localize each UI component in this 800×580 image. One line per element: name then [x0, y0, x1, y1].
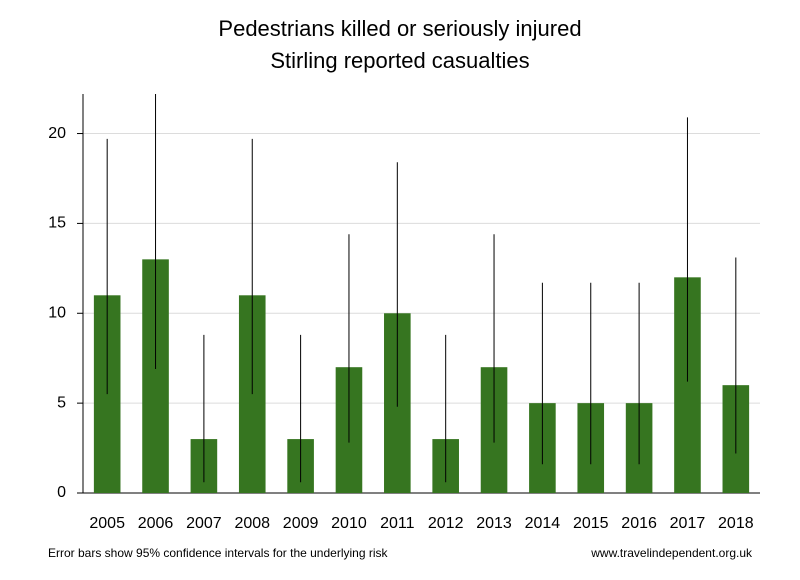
x-tick-label: 2010 — [331, 515, 367, 532]
x-tick-label: 2014 — [525, 515, 561, 532]
y-tick-label: 10 — [48, 304, 66, 321]
error-bars — [106, 94, 737, 483]
bars — [93, 259, 750, 493]
x-tick-label: 2013 — [476, 515, 512, 532]
x-tick-label: 2018 — [718, 515, 754, 532]
y-tick-label: 0 — [57, 484, 66, 501]
x-tick-label: 2015 — [573, 515, 609, 532]
chart-title: Pedestrians killed or seriously injured — [218, 16, 582, 41]
x-tick-label: 2007 — [186, 515, 222, 532]
x-tick-label: 2016 — [621, 515, 657, 532]
x-tick-label: 2011 — [380, 515, 415, 532]
x-tick-label: 2017 — [670, 515, 706, 532]
x-tick-label: 2012 — [428, 515, 464, 532]
chart-subtitle: Stirling reported casualties — [270, 48, 530, 73]
y-tick-label: 15 — [48, 215, 66, 232]
x-tick-label: 2006 — [138, 515, 174, 532]
y-tick-label: 20 — [48, 125, 66, 142]
x-tick-label: 2008 — [234, 515, 270, 532]
x-tick-label: 2009 — [283, 515, 319, 532]
footnote: Error bars show 95% confidence intervals… — [48, 546, 388, 560]
axes — [77, 94, 760, 494]
x-tick-label: 2005 — [89, 515, 125, 532]
x-tick-labels: 2005 2006 2007 2008 2009 2010 2011 2012 2013 2014… — [89, 515, 753, 532]
y-tick-labels: 0 5 10 15 20 — [48, 125, 66, 501]
y-tick-label: 5 — [57, 394, 66, 411]
source-credit: www.travelindependent.org.uk — [591, 546, 752, 560]
gridlines — [83, 133, 760, 404]
